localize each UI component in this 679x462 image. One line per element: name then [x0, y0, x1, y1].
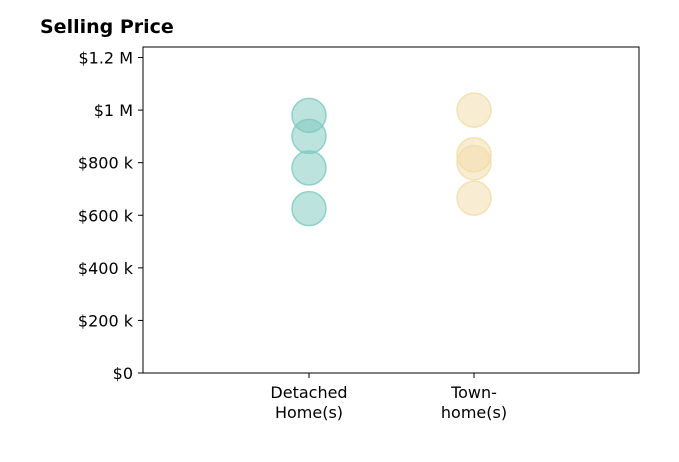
y-tick-label: $1.2 M: [78, 49, 133, 68]
data-point: [456, 180, 492, 216]
x-tick-label: Home(s): [275, 403, 343, 422]
data-point: [456, 92, 492, 128]
y-axis: $0 $200 k $400 k $600 k $800 k $1 M $1.2 M: [78, 49, 143, 383]
y-tick-label: $800 k: [78, 154, 134, 173]
data-point: [291, 190, 327, 227]
plot-frame: [142, 46, 640, 374]
y-tick-label: $200 k: [78, 311, 134, 330]
chart-title: Selling Price: [40, 16, 174, 38]
data-points: [291, 92, 492, 227]
x-tick-label: Town-: [450, 383, 497, 402]
y-tick-label: $0: [113, 364, 133, 383]
data-point: [291, 150, 327, 186]
x-tick-label: Detached: [270, 383, 347, 402]
y-tick-label: $1 M: [94, 101, 133, 120]
y-tick-label: $400 k: [78, 259, 134, 278]
x-tick-label: home(s): [441, 403, 507, 422]
data-point: [456, 144, 492, 181]
y-tick-label: $600 k: [78, 206, 134, 225]
data-point: [291, 118, 327, 155]
